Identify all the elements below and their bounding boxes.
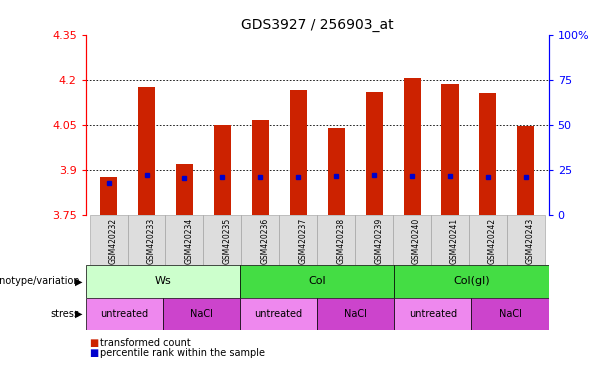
Text: ■: ■ (89, 348, 98, 358)
Bar (328, 128, 345, 215)
Text: ▶: ▶ (75, 309, 83, 319)
Text: GSM420232: GSM420232 (109, 217, 118, 264)
Text: GSM420234: GSM420234 (185, 217, 194, 264)
Text: GSM420242: GSM420242 (488, 217, 497, 264)
Bar (128, 215, 166, 265)
Bar (441, 84, 459, 215)
Title: GDS3927 / 256903_at: GDS3927 / 256903_at (241, 18, 394, 32)
Bar (507, 215, 545, 265)
Text: GSM420243: GSM420243 (526, 217, 535, 264)
Bar (89, 215, 128, 265)
Bar (86, 265, 240, 298)
Bar (240, 265, 394, 298)
Text: genotype/variation: genotype/variation (0, 276, 80, 286)
Text: untreated: untreated (409, 309, 457, 319)
Bar (394, 298, 471, 330)
Bar (318, 215, 355, 265)
Bar (393, 215, 431, 265)
Bar (240, 298, 318, 330)
Bar (469, 215, 507, 265)
Text: NaCl: NaCl (190, 309, 213, 319)
Text: Col(gl): Col(gl) (453, 276, 490, 286)
Text: GSM420241: GSM420241 (450, 217, 459, 264)
Bar (280, 215, 318, 265)
Text: GSM420235: GSM420235 (223, 217, 231, 264)
Text: NaCl: NaCl (498, 309, 522, 319)
Bar (86, 298, 163, 330)
Bar (479, 93, 497, 215)
Text: GSM420239: GSM420239 (374, 217, 383, 264)
Text: GSM420238: GSM420238 (336, 217, 345, 264)
Bar (365, 92, 383, 215)
Bar (290, 90, 306, 215)
Bar (100, 177, 117, 215)
Text: GSM420237: GSM420237 (299, 217, 307, 264)
Bar (517, 126, 535, 215)
Text: GSM420240: GSM420240 (412, 217, 421, 264)
Text: GSM420233: GSM420233 (147, 217, 156, 264)
Text: percentile rank within the sample: percentile rank within the sample (100, 348, 265, 358)
Bar (138, 87, 155, 215)
Bar (163, 298, 240, 330)
Text: stress: stress (51, 309, 80, 319)
Text: NaCl: NaCl (345, 309, 367, 319)
Bar (318, 298, 394, 330)
Bar (166, 215, 204, 265)
Text: ▶: ▶ (75, 276, 83, 286)
Text: transformed count: transformed count (100, 338, 191, 348)
Bar (355, 215, 393, 265)
Bar (242, 215, 280, 265)
Bar (394, 265, 549, 298)
Bar (431, 215, 469, 265)
Bar (403, 78, 421, 215)
Bar (176, 164, 193, 215)
Bar (204, 215, 242, 265)
Bar (214, 125, 231, 215)
Bar (471, 298, 549, 330)
Text: untreated: untreated (254, 309, 303, 319)
Text: Col: Col (308, 276, 326, 286)
Text: GSM420236: GSM420236 (261, 217, 269, 264)
Bar (252, 120, 269, 215)
Text: untreated: untreated (101, 309, 148, 319)
Text: ■: ■ (89, 338, 98, 348)
Text: Ws: Ws (154, 276, 171, 286)
